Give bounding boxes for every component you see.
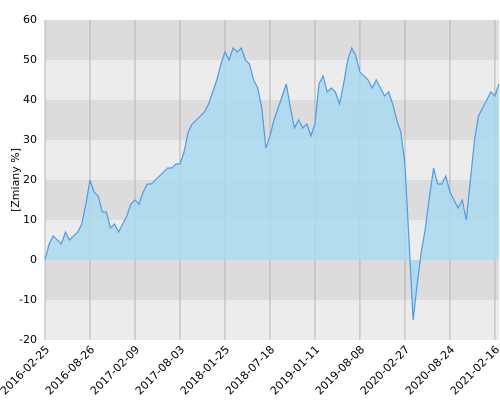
band — [45, 20, 499, 60]
y-tick-label: -10 — [19, 293, 37, 306]
y-tick-label: 60 — [23, 13, 37, 26]
y-tick-label: 0 — [30, 253, 37, 266]
area — [45, 48, 499, 320]
y-tick-label: 20 — [23, 173, 37, 186]
y-tick-label: 30 — [23, 133, 37, 146]
y-tick-label: 10 — [23, 213, 37, 226]
y-axis-label: [Zmiany %] — [9, 148, 22, 212]
line — [44, 46, 500, 321]
y-tick-label: 40 — [23, 93, 37, 106]
y-tick-label: 50 — [23, 53, 37, 66]
y-tick-label: -20 — [19, 333, 37, 346]
band — [45, 260, 499, 300]
